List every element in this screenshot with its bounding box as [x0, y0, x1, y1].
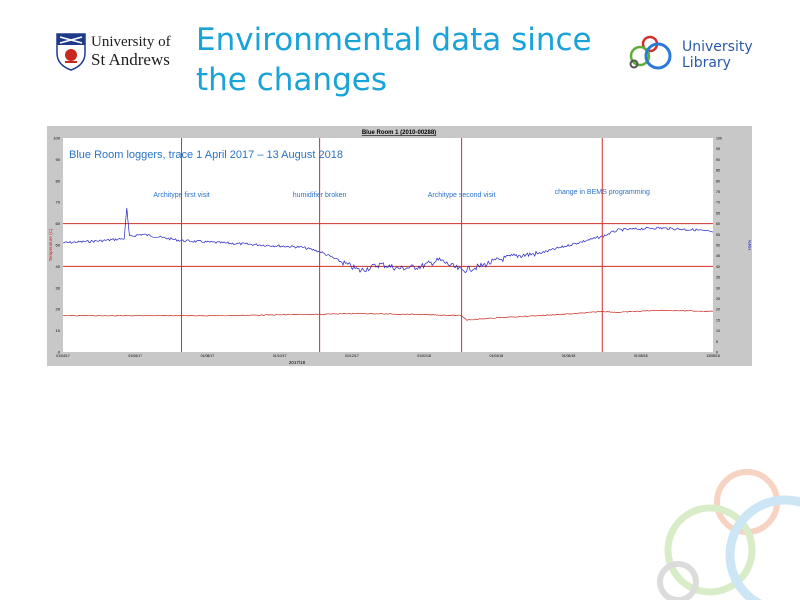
right-tick-label: 35: [716, 276, 720, 280]
right-tick-label: 50: [716, 244, 720, 248]
right-tick-label: 60: [716, 222, 720, 226]
x-tick-label: 01/08/17: [201, 354, 215, 358]
library-rings-icon: [629, 35, 672, 70]
right-tick-label: 80: [716, 179, 720, 183]
event-label-3: change in BEMS programming: [555, 189, 650, 196]
right-tick-label: 55: [716, 233, 720, 237]
x-tick-label: 01/04/17: [56, 354, 70, 358]
environment-chart: Blue Room 1 (2010-00288) Blue Room logge…: [47, 126, 752, 366]
event-label-1: humidifier broken: [293, 192, 347, 199]
library-logo: University Library: [628, 34, 753, 74]
slide-title-line2: the changes: [196, 62, 387, 98]
x-tick-label: 01/10/17: [273, 354, 287, 358]
institution-name-line1: University of: [91, 34, 171, 50]
event-label-0: Architype first visit: [153, 192, 209, 199]
right-tick-label: 75: [716, 190, 720, 194]
x-tick-label: 01/06/18: [562, 354, 576, 358]
slide-title-line1: Environmental data since: [196, 22, 592, 58]
right-tick-label: 65: [716, 211, 720, 215]
left-tick-label: 60: [56, 221, 61, 226]
x-tick-label: 01/04/18: [490, 354, 504, 358]
left-tick-label: 40: [56, 264, 61, 269]
right-tick-label: 85: [716, 169, 720, 173]
x-tick-label: 01/08/18: [634, 354, 648, 358]
temperature-series-line: [62, 309, 714, 321]
right-tick-label: 5: [716, 340, 718, 344]
left-tick-label: 20: [56, 307, 61, 312]
left-tick-label: 0: [58, 350, 61, 355]
right-tick-label: 0: [716, 351, 718, 355]
right-tick-label: 25: [716, 297, 720, 301]
left-tick-label: 30: [56, 285, 61, 290]
right-tick-label: 45: [716, 254, 720, 258]
library-name-line2: Library: [682, 55, 731, 71]
left-tick-label: 100: [53, 136, 60, 141]
x-tick-label: 01/12/17: [345, 354, 359, 358]
crest-icon: [56, 33, 86, 71]
decorative-rings: [657, 469, 800, 600]
x-tick-label: 13/08/18: [706, 354, 720, 358]
university-logo: University of St Andrews: [56, 30, 186, 74]
right-axis-label: %RH: [747, 240, 752, 251]
right-tick-label: 40: [716, 265, 720, 269]
event-label-2: Architype second visit: [428, 192, 496, 199]
right-tick-label: 95: [716, 147, 720, 151]
left-tick-label: 10: [56, 328, 61, 333]
left-axis-label: Temperature (C): [48, 228, 53, 261]
right-tick-label: 70: [716, 201, 720, 205]
x-tick-label: 01/06/17: [128, 354, 142, 358]
x-axis-label: 2017/18: [289, 360, 306, 365]
right-tick-label: 90: [716, 158, 720, 162]
left-tick-label: 50: [56, 243, 61, 248]
right-tick-label: 30: [716, 286, 720, 290]
right-tick-label: 100: [716, 137, 722, 141]
chart-svg: Blue Room 1 (2010-00288) Blue Room logge…: [47, 126, 752, 366]
slide-title: Environmental data since the changes: [196, 20, 596, 100]
right-tick-label: 10: [716, 329, 720, 333]
right-tick-label: 20: [716, 308, 720, 312]
institution-name-line2: St Andrews: [91, 50, 170, 69]
library-name-line1: University: [682, 39, 753, 55]
left-tick-label: 70: [56, 200, 61, 205]
right-tick-label: 15: [716, 318, 720, 322]
x-tick-label: 01/02/18: [417, 354, 431, 358]
chart-subtitle: Blue Room loggers, trace 1 April 2017 – …: [69, 149, 343, 161]
left-tick-label: 90: [56, 157, 61, 162]
humidity-series-line: [62, 207, 714, 274]
chart-title: Blue Room 1 (2010-00288): [362, 130, 436, 136]
left-tick-label: 80: [56, 178, 61, 183]
plot-area: [63, 138, 713, 352]
